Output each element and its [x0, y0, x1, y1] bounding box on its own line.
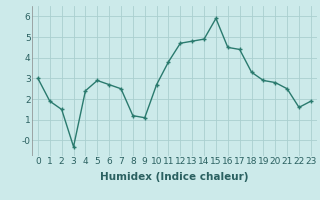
X-axis label: Humidex (Indice chaleur): Humidex (Indice chaleur) — [100, 172, 249, 182]
